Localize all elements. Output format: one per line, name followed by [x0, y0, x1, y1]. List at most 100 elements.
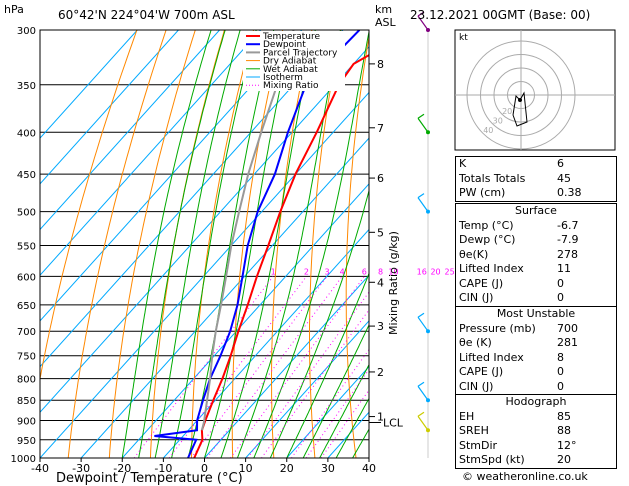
wind-barb: [417, 117, 429, 133]
isotherm-line: [80, 137, 369, 458]
legend-entry: Isotherm: [263, 73, 303, 83]
index-label: EH: [459, 409, 475, 423]
mixing-ratio-label: 6: [362, 267, 367, 276]
pressure-tick-label: 550: [17, 241, 36, 252]
index-label: Lifted Index: [459, 350, 524, 364]
index-row: Totals Totals 45: [456, 172, 616, 187]
x-tick-label: 10: [239, 462, 253, 475]
mixing-ratio-line: [247, 291, 369, 458]
most-unstable-panel: Most Unstable Pressure (mb) 700 θe (K) 281 L…: [455, 306, 617, 395]
copyright-text[interactable]: © weatheronline.co.uk: [462, 470, 588, 483]
mixing-ratio-line: [305, 368, 369, 458]
storm-motion-marker: [518, 98, 522, 102]
wind-barb-flag: [417, 11, 425, 17]
mixing-ratio-label: 1: [271, 267, 276, 276]
wind-barb-dot: [426, 130, 430, 135]
hpa-label: hPa: [4, 3, 24, 16]
index-value: 45: [557, 171, 571, 185]
x-tick-label: 40: [362, 462, 376, 475]
index-value: 88: [557, 424, 571, 437]
index-label: CAPE (J): [459, 365, 504, 378]
index-value: 0: [557, 291, 564, 304]
isotherm-line: [40, 30, 303, 322]
hodograph-ring-label: 20: [502, 107, 512, 116]
index-row: CAPE (J) 0: [456, 365, 616, 380]
hodograph-trace: [512, 91, 528, 127]
index-label: StmDir: [459, 438, 498, 452]
mixing-ratio-line: [230, 276, 365, 458]
index-row: θe (K) 281: [456, 336, 616, 351]
wet-adiabat-line: [253, 30, 369, 458]
index-row: CIN (J) 0: [456, 380, 616, 395]
mixing-ratio-label: 4: [340, 267, 345, 276]
km-tick-label: 1: [377, 411, 384, 424]
pressure-tick-label: 300: [17, 26, 36, 37]
wind-barb-flag: [417, 193, 425, 199]
isotherm-line: [40, 30, 138, 139]
index-row: StmSpd (kt) 20: [456, 453, 616, 468]
dry-adiabat-line: [416, 30, 438, 458]
isotherm-line: [245, 320, 369, 458]
index-row: θe(K) 278: [456, 248, 616, 263]
mixing-ratio-label: 16: [417, 267, 427, 276]
surface-title: Surface: [515, 204, 557, 217]
wind-barb-flag: [417, 411, 425, 417]
dry-adiabat-line: [40, 30, 138, 382]
index-label: SREH: [459, 424, 489, 437]
pressure-tick-label: 350: [17, 81, 36, 92]
mixing-ratio-line: [320, 389, 369, 458]
pressure-tick-label: 950: [17, 436, 36, 447]
index-label: Dewp (°C): [459, 233, 516, 246]
dry-adiabat-line: [345, 34, 369, 458]
index-label: CIN (J): [459, 379, 494, 393]
legend-entry: Temperature: [262, 32, 320, 42]
mixing-ratio-line: [168, 276, 307, 458]
pressure-tick-label: 650: [17, 301, 36, 312]
legend-entry: Dry Adiabat: [263, 57, 317, 67]
hodograph-frame: [454, 29, 616, 151]
km-tick-label: 8: [377, 58, 384, 71]
wet-adiabat-line: [269, 188, 369, 458]
index-value: 6: [557, 157, 564, 170]
legend-entry: Dewpoint: [263, 40, 306, 50]
km-tick-label: 7: [377, 122, 384, 135]
indices-panel: K 6 Totals Totals 45 PW (cm) 0.38: [455, 156, 617, 202]
wind-barb: [417, 15, 429, 31]
isotherm-line: [40, 30, 179, 185]
index-value: -7.9: [557, 233, 579, 246]
index-label: θe (K): [459, 336, 492, 349]
pressure-tick-label: 1000: [11, 454, 36, 465]
x-tick-label: 30: [321, 462, 335, 475]
dewpoint-line: [154, 30, 361, 458]
mixing-ratio-label: 3: [324, 267, 329, 276]
pressure-tick-label: 450: [17, 170, 36, 181]
dry-adiabat-line: [191, 30, 255, 458]
wind-barb-dot: [426, 209, 430, 214]
index-value: 0: [557, 379, 564, 393]
wind-barb-dot: [426, 428, 430, 433]
index-value: 700: [557, 321, 578, 335]
legend-entry: Wet Adiabat: [263, 65, 318, 75]
wind-barb: [417, 385, 429, 401]
index-row: SREH 88: [456, 424, 616, 439]
wind-barb: [417, 197, 429, 212]
hodograph-panel: Hodograph EH 85 SREH 88 StmDir 12° StmSpd (kt)…: [455, 394, 617, 469]
pressure-tick-label: 500: [17, 208, 36, 219]
index-row: Lifted Index 8: [456, 351, 616, 366]
legend-entry: Parcel Trajectory: [263, 48, 338, 58]
dry-adiabat-line: [108, 30, 196, 458]
hodograph-unit: kt: [459, 33, 468, 43]
hodograph-title: Hodograph: [505, 395, 567, 408]
index-label: CIN (J): [459, 291, 494, 304]
index-row: Dewp (°C) -7.9: [456, 233, 616, 248]
index-value: 20: [557, 453, 571, 466]
isotherm-line: [204, 274, 369, 458]
mixing-ratio-line: [261, 309, 369, 458]
index-row: Pressure (mb) 700: [456, 322, 616, 337]
index-row: CIN (J) 0: [456, 291, 616, 306]
location-title: 60°42'N 224°04'W 700m ASL: [58, 8, 235, 22]
index-label: θe(K): [459, 247, 489, 261]
index-value: 85: [557, 409, 571, 423]
wet-adiabat-line: [319, 363, 369, 458]
